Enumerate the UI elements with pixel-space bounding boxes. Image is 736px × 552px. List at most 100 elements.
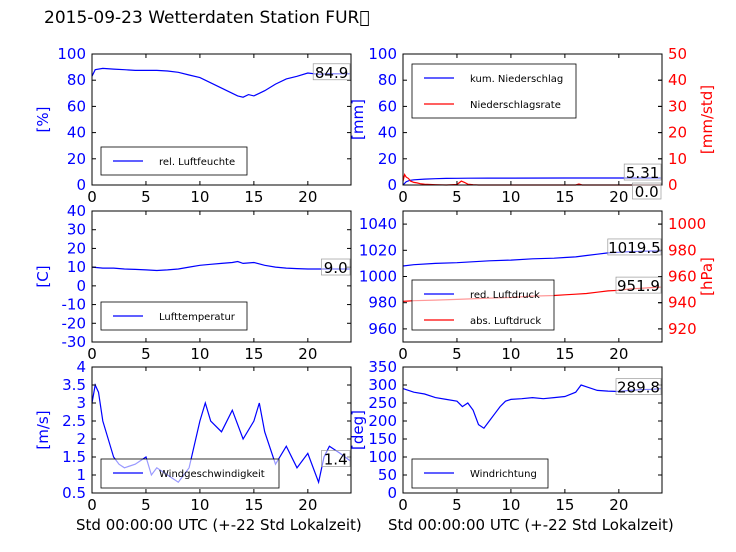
x-tick-label: 15 (555, 345, 574, 363)
y-tick-label: 300 (368, 376, 397, 394)
legend-label: abs. Luftdruck (470, 316, 541, 327)
y-tick-label: 60 (67, 97, 86, 115)
y-tick-label: 20 (67, 239, 86, 257)
legend-label: Windgeschwindigkeit (159, 469, 265, 480)
y2-axis-label: [hPa] (698, 257, 716, 296)
y-tick-label: 1040 (359, 215, 397, 233)
plot-frame-4 (91, 366, 352, 494)
x-tick-label: 5 (452, 345, 462, 363)
x-tick-label: 0 (398, 345, 408, 363)
plot-frame-2 (91, 210, 352, 343)
x-tick-label: 5 (141, 496, 151, 514)
legend-label: Windrichtung (470, 469, 537, 480)
figure-title: 2015-09-23 Wetterdaten Station FUR  (44, 8, 370, 28)
value-annotation-box (321, 258, 351, 276)
value-annotation: 84.9 (315, 64, 348, 82)
legend-label: red. Luftdruck (470, 290, 540, 301)
y-tick-label: 50 (378, 466, 397, 484)
value-annotation: 1.4 (324, 451, 348, 469)
value-annotation: 951.9 (617, 277, 660, 295)
x-tick-label: 5 (141, 345, 151, 363)
x-tick-label: 10 (190, 188, 209, 206)
y-tick-label: 980 (368, 294, 397, 312)
value-annotation: 0.0 (635, 183, 659, 201)
x-tick-label: 5 (141, 188, 151, 206)
legend-label: rel. Luftfeuchte (159, 157, 235, 168)
y-tick-label: 60 (378, 97, 397, 115)
x-tick-label: 10 (501, 188, 520, 206)
x-tick-label: 20 (609, 345, 628, 363)
value-annotation: 289.8 (617, 379, 660, 397)
value-annotation: 5.31 (626, 164, 659, 182)
y-tick-label: 1.5 (62, 448, 86, 466)
y-axis-label: [m/s] (34, 410, 52, 449)
plot-frame-5 (402, 366, 663, 494)
y-tick-label: 40 (67, 124, 86, 142)
y-tick-label: 2 (76, 430, 86, 448)
y2-tick-label: 10 (668, 150, 687, 168)
x-tick-label: 0 (87, 188, 97, 206)
y2-tick-label: 50 (668, 45, 687, 63)
x-axis-label-right: Std 00:00:00 UTC (+-22 Std Lokalzeit) (388, 516, 674, 534)
y2-tick-label: 920 (668, 320, 697, 338)
series-line-2-0 (91, 260, 350, 272)
series-line-1-0 (402, 177, 661, 186)
y-tick-label: 0 (76, 277, 86, 295)
y-tick-label: 960 (368, 320, 397, 338)
series-line-5-0 (402, 384, 661, 430)
x-tick-label: 0 (87, 496, 97, 514)
legend-label: Niederschlagsrate (470, 100, 561, 111)
value-annotation: 1019.5 (608, 239, 661, 257)
y-tick-label: 3 (76, 394, 86, 412)
y-tick-label: 250 (368, 394, 397, 412)
x-tick-label: 20 (298, 496, 317, 514)
x-tick-label: 10 (190, 345, 209, 363)
value-annotation-box (632, 182, 662, 200)
value-annotation-box (615, 378, 662, 396)
y-tick-label: 30 (67, 221, 86, 239)
x-axis-label-left: Std 00:00:00 UTC (+-22 Std Lokalzeit) (76, 516, 362, 534)
y2-axis-label: [mm/std] (698, 85, 716, 154)
x-tick-label: 20 (298, 345, 317, 363)
y-tick-label: 80 (67, 71, 86, 89)
y-tick-label: 100 (57, 45, 86, 63)
x-tick-label: 10 (501, 496, 520, 514)
value-annotation-box (615, 276, 662, 294)
series-line-0-0 (91, 67, 350, 98)
y2-tick-label: 980 (668, 241, 697, 259)
y-tick-label: 40 (67, 202, 86, 220)
y2-tick-label: 940 (668, 294, 697, 312)
legend-box (411, 63, 577, 119)
y-tick-label: 0 (387, 176, 397, 194)
plot-frame-1 (402, 53, 663, 186)
y-tick-label: 1000 (359, 268, 397, 286)
y2-tick-label: 20 (668, 124, 687, 142)
legend-box (411, 279, 555, 331)
y-tick-label: 0.5 (62, 484, 86, 502)
y-tick-label: 200 (368, 412, 397, 430)
y-tick-label: 2.5 (62, 412, 86, 430)
x-tick-label: 20 (298, 188, 317, 206)
x-tick-label: 5 (452, 496, 462, 514)
y-tick-label: 350 (368, 358, 397, 376)
series-line-1-1 (402, 172, 661, 186)
y2-tick-label: 30 (668, 97, 687, 115)
x-tick-label: 0 (398, 496, 408, 514)
value-annotation: 9.0 (324, 259, 348, 277)
plot-frame-0 (91, 53, 352, 186)
y-tick-label: 40 (378, 124, 397, 142)
x-tick-label: 0 (398, 188, 408, 206)
y-tick-label: 80 (378, 71, 397, 89)
y-tick-label: 4 (76, 358, 86, 376)
y-tick-label: 3.5 (62, 376, 86, 394)
x-tick-label: 15 (244, 188, 263, 206)
x-tick-label: 15 (244, 345, 263, 363)
y-axis-label: [%] (34, 107, 52, 133)
y-tick-label: 0 (76, 176, 86, 194)
y-axis-label: [deg] (349, 410, 367, 450)
y2-tick-label: 960 (668, 268, 697, 286)
y2-tick-label: 0 (668, 176, 678, 194)
y-tick-label: -30 (62, 333, 87, 351)
x-tick-label: 20 (609, 188, 628, 206)
